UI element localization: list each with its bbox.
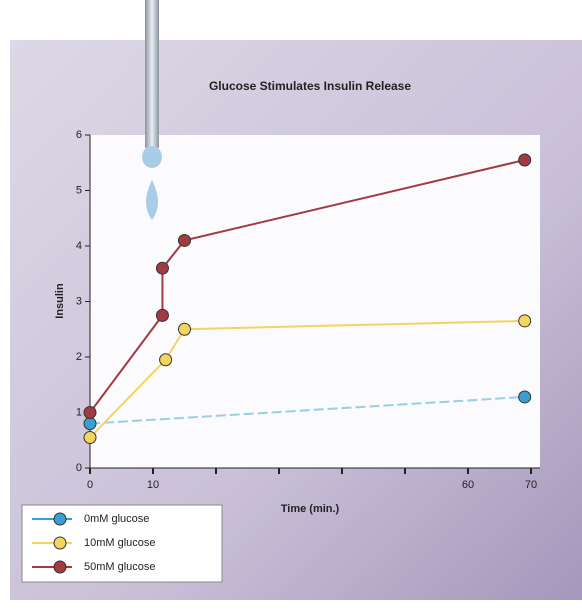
drop [142, 146, 162, 168]
y-tick-label: 5 [76, 184, 82, 196]
chart-title: Glucose Stimulates Insulin Release [209, 79, 411, 93]
pipette [145, 0, 159, 148]
legend-label: 50mM glucose [84, 561, 156, 573]
x-tick-label: 0 [87, 479, 93, 491]
x-tick-label: 10 [147, 479, 159, 491]
data-point [83, 406, 97, 419]
y-tick-label: 0 [76, 462, 82, 474]
y-tick-label: 1 [76, 406, 82, 418]
y-tick-label: 2 [76, 351, 82, 363]
series-line [89, 395, 525, 425]
legend-label: 10mM glucose [84, 537, 156, 549]
data-point [155, 261, 169, 275]
data-point [178, 233, 191, 247]
series-line [89, 319, 525, 439]
plot-area [90, 135, 540, 468]
y-tick-label: 4 [76, 240, 82, 252]
data-point [83, 430, 97, 444]
x-tick-label: 60 [462, 479, 474, 491]
x-axis-label: Time (min.) [281, 503, 340, 515]
legend-marker [53, 512, 67, 526]
legend-marker [53, 536, 67, 550]
data-point [178, 322, 191, 336]
y-tick-label: 3 [76, 295, 82, 307]
y-axis-label: Insulin [54, 283, 66, 319]
data-point [518, 153, 532, 167]
y-tick-label: 6 [76, 129, 82, 141]
x-tick-label: 70 [525, 479, 537, 491]
data-point [159, 353, 173, 367]
data-point [518, 314, 532, 328]
legend-label: 0mM glucose [84, 513, 149, 525]
drop [146, 180, 158, 220]
data-point [155, 308, 169, 322]
legend-marker [53, 560, 67, 574]
data-point [83, 417, 97, 431]
data-point [518, 390, 532, 404]
